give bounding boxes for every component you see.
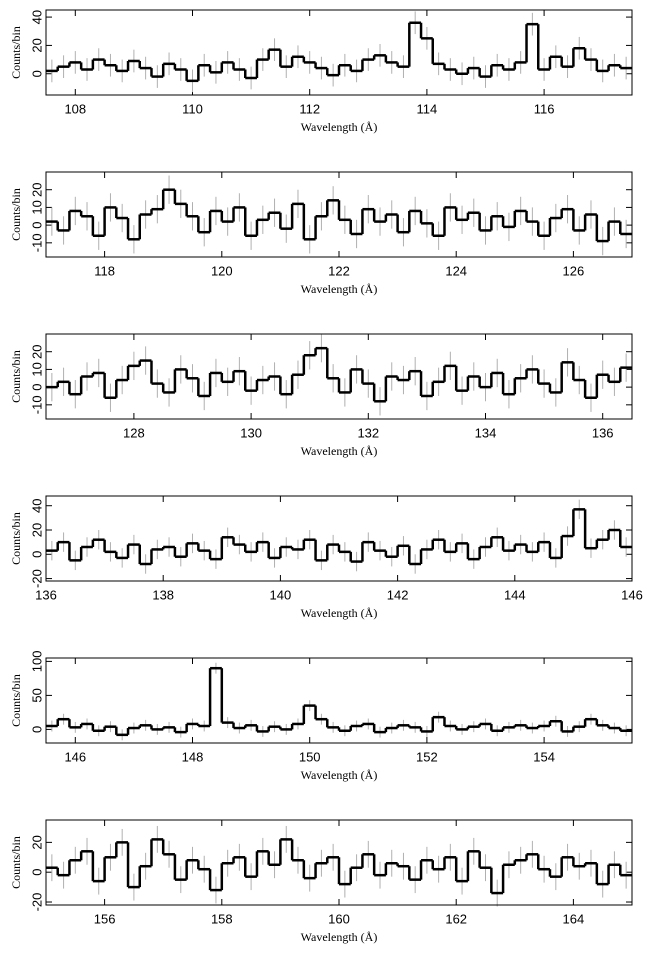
y-tick-label: 100	[29, 651, 44, 673]
y-tick-label: 10	[29, 362, 44, 376]
x-tick-label: 152	[416, 749, 438, 764]
x-tick-label: 138	[152, 587, 174, 602]
x-tick-label: 136	[592, 425, 614, 440]
y-axis-label: Counts/bin	[9, 188, 23, 241]
x-tick-label: 140	[270, 587, 292, 602]
x-tick-label: 118	[94, 263, 115, 278]
x-tick-label: 116	[534, 101, 555, 116]
x-tick-label: 146	[621, 587, 643, 602]
x-tick-label: 158	[211, 911, 233, 926]
x-tick-label: 132	[357, 425, 379, 440]
x-axis-label: Wavelength (Å)	[301, 282, 378, 296]
x-tick-label: 148	[182, 749, 204, 764]
x-tick-label: 164	[563, 911, 585, 926]
y-tick-label: 50	[29, 688, 44, 702]
y-axis-label: Counts/bin	[9, 674, 23, 727]
plot-frame	[45, 171, 633, 258]
x-tick-label: 150	[299, 749, 321, 764]
x-tick-label: 122	[328, 263, 350, 278]
panel: 128 130 132 134 136 -10 0 10 20 Wavelength (Å) Cou…	[9, 333, 633, 458]
x-axis-label: Wavelength (Å)	[301, 930, 378, 944]
x-axis-label: Wavelength (Å)	[301, 768, 378, 782]
x-tick-label: 124	[445, 263, 467, 278]
y-tick-label: 10	[29, 200, 44, 214]
panel: 108 110 112 114 116 0 20 40 Wavelength (Å) Counts…	[9, 9, 633, 134]
x-axis-label: Wavelength (Å)	[301, 444, 378, 458]
x-tick-label: 144	[504, 587, 526, 602]
y-tick-label: 0	[29, 70, 44, 77]
plot-frame	[45, 333, 633, 420]
y-tick-label: -10	[29, 395, 44, 414]
plot-frame	[45, 819, 633, 906]
x-tick-label: 114	[417, 101, 438, 116]
y-tick-label: 0	[29, 726, 44, 733]
panel: 146 148 150 152 154 0 50 100 Wavelength (Å) Count…	[9, 651, 633, 782]
y-tick-label: 40	[29, 10, 44, 24]
panel: 118 120 122 124 126 -10 0 10 20 Wavelength (Å) Cou…	[9, 171, 633, 296]
y-tick-label: 0	[29, 222, 44, 229]
y-tick-label: -10	[29, 233, 44, 252]
x-tick-label: 134	[475, 425, 497, 440]
x-tick-label: 160	[328, 911, 350, 926]
x-tick-label: 126	[563, 263, 585, 278]
plot-frame	[45, 657, 633, 744]
plot-frame	[45, 9, 633, 96]
x-tick-label: 128	[123, 425, 145, 440]
y-tick-label: -20	[29, 893, 44, 912]
y-tick-label: 20	[29, 344, 44, 358]
y-tick-label: -20	[29, 569, 44, 588]
x-tick-label: 162	[445, 911, 467, 926]
y-tick-label: 20	[29, 523, 44, 537]
y-tick-label: 40	[29, 498, 44, 512]
x-tick-label: 154	[533, 749, 555, 764]
y-tick-label: 0	[29, 551, 44, 558]
y-axis-label: Counts/bin	[9, 512, 23, 565]
x-tick-label: 120	[211, 263, 233, 278]
x-tick-label: 142	[387, 587, 409, 602]
x-tick-label: 136	[35, 587, 57, 602]
x-tick-label: 110	[182, 101, 203, 116]
y-tick-label: 20	[29, 182, 44, 196]
panel: 156 158 160 162 164 -20 0 20 Wavelength (Å) Count…	[9, 819, 633, 944]
y-axis-label: Counts/bin	[9, 836, 23, 889]
y-tick-label: 20	[29, 835, 44, 849]
x-tick-label: 108	[64, 101, 86, 116]
y-tick-label: 0	[29, 384, 44, 391]
plot-frame	[45, 495, 633, 582]
y-axis-label: Counts/bin	[9, 350, 23, 403]
panel: 136 138 140 142 144 146 -20 0 20 40 Wavelength (Å)…	[9, 495, 643, 620]
y-tick-label: 0	[29, 869, 44, 876]
x-tick-label: 112	[299, 101, 320, 116]
x-tick-label: 156	[94, 911, 116, 926]
x-axis-label: Wavelength (Å)	[301, 606, 378, 620]
y-tick-label: 20	[29, 38, 44, 52]
x-axis-label: Wavelength (Å)	[301, 120, 378, 134]
y-axis-label: Counts/bin	[9, 26, 23, 79]
x-tick-label: 146	[64, 749, 86, 764]
x-tick-label: 130	[240, 425, 262, 440]
